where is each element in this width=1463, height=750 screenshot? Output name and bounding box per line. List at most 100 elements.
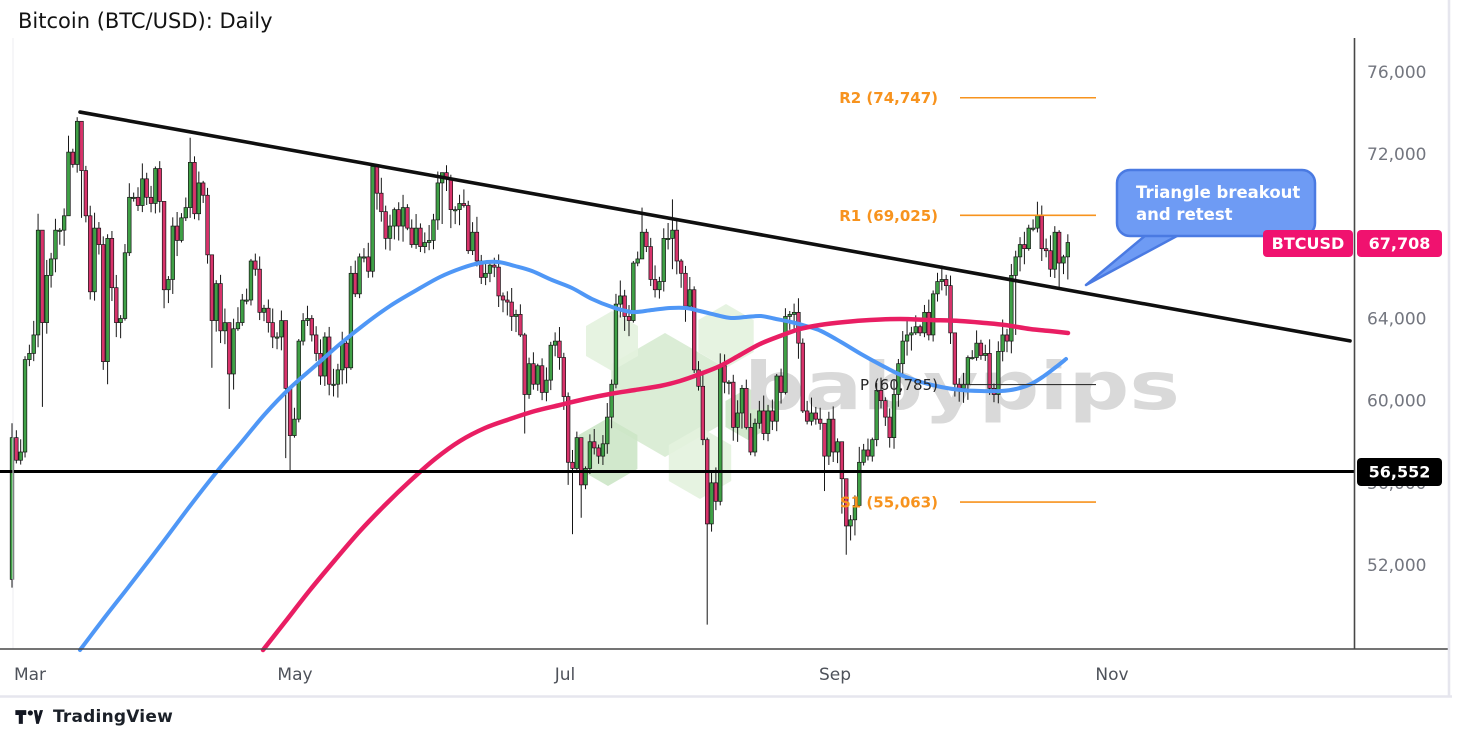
candle-up (357, 256, 362, 295)
candle-down (114, 287, 119, 323)
candle-down (1043, 248, 1049, 252)
tradingview-attribution-label: TradingView (53, 707, 173, 727)
candle-up (857, 461, 862, 506)
candle-up (435, 182, 440, 221)
pivot-r2-label: R2 (74,747) (839, 89, 938, 107)
candle-down (1056, 231, 1062, 264)
candle-down (818, 418, 823, 424)
candle-up (179, 217, 184, 241)
candle-down (327, 336, 332, 385)
time-tick-label: Sep (819, 665, 851, 685)
candle-down (579, 437, 584, 486)
candle-down (192, 162, 197, 215)
candle-down (374, 166, 380, 194)
candle-down (144, 178, 149, 198)
candle-down (109, 238, 115, 289)
candle-down (509, 301, 514, 317)
candle-up (214, 283, 219, 321)
candle-up (874, 390, 879, 441)
candle-down (522, 334, 527, 395)
candle-down (1004, 334, 1010, 342)
candle-up (105, 238, 110, 362)
candle-down (944, 279, 949, 286)
candle-up (618, 295, 623, 305)
price-tick-label: 76,000 (1367, 63, 1426, 83)
candle-down (174, 225, 180, 241)
candle-down (161, 201, 167, 291)
symbol-badge (1263, 230, 1353, 257)
tradingview-attribution[interactable]: TradingView (14, 706, 173, 728)
candle-down (409, 227, 414, 245)
candle-up (1017, 244, 1023, 258)
candle-down (700, 385, 706, 441)
candle-up (9, 437, 15, 580)
candle-up (1026, 227, 1031, 250)
candle-up (657, 281, 662, 291)
candle-down (822, 422, 827, 457)
candle-up (709, 482, 714, 525)
last-price-badge (1357, 230, 1442, 257)
candle-up (483, 272, 488, 278)
candle-down (466, 205, 471, 252)
candle-up (340, 342, 345, 371)
candle-up (535, 365, 540, 385)
candle-down (804, 410, 810, 422)
candle-up (118, 318, 123, 323)
callout-bubble (1115, 168, 1317, 238)
candle-down (987, 353, 992, 389)
page-title: Bitcoin (BTC/USD): Daily (18, 9, 273, 33)
candle-down (948, 285, 953, 334)
candle-down (713, 482, 719, 502)
candle-down (596, 447, 601, 457)
candle-down (148, 196, 154, 204)
candle-down (70, 151, 75, 165)
pivot-r1-label: R1 (69,025) (839, 207, 938, 225)
candle-up (387, 225, 393, 239)
candle-down (314, 334, 319, 354)
candle-up (930, 293, 936, 336)
price-tick-label: 60,000 (1367, 392, 1426, 412)
candle-up (335, 369, 341, 385)
candle-down (878, 390, 884, 402)
candle-up (66, 151, 71, 217)
candle-up (583, 468, 588, 486)
candle-up (904, 334, 910, 342)
candle-up (35, 229, 41, 336)
candle-up (18, 451, 23, 461)
candle-up (127, 196, 132, 254)
tradingview-logo-icon (15, 710, 44, 724)
candle-up (635, 258, 640, 264)
candle-down (500, 295, 506, 301)
time-tick-label: Nov (1095, 665, 1128, 685)
candle-down (539, 365, 545, 393)
candle-down (396, 209, 401, 227)
time-tick-label: May (277, 665, 312, 685)
candlestick-series (9, 117, 1070, 625)
candle-down (379, 192, 384, 213)
candle-up (487, 264, 493, 274)
candle-up (670, 229, 675, 239)
candle-up (544, 379, 549, 393)
candle-up (552, 340, 558, 346)
callout-annotation: Triangle breakout and retest (1084, 168, 1317, 287)
support-price-badge-text: 56,552 (1369, 463, 1431, 482)
candle-up (231, 328, 236, 375)
candle-down (1022, 244, 1027, 250)
candle-up (1052, 231, 1057, 270)
candle-up (848, 519, 853, 527)
candle-up (726, 381, 732, 384)
candle-down (40, 229, 45, 323)
sma-slow-line (260, 316, 1071, 653)
candle-up (426, 240, 432, 243)
candle-up (935, 281, 940, 295)
callout-text-line2: and retest (1136, 205, 1233, 224)
candle-down (344, 342, 349, 369)
price-tick-label: 72,000 (1367, 145, 1426, 165)
candle-up (787, 314, 792, 317)
candle-down (505, 299, 510, 303)
candle-up (348, 272, 354, 369)
candle-up (331, 383, 336, 386)
candle-down (461, 203, 467, 206)
candle-down (626, 316, 632, 321)
